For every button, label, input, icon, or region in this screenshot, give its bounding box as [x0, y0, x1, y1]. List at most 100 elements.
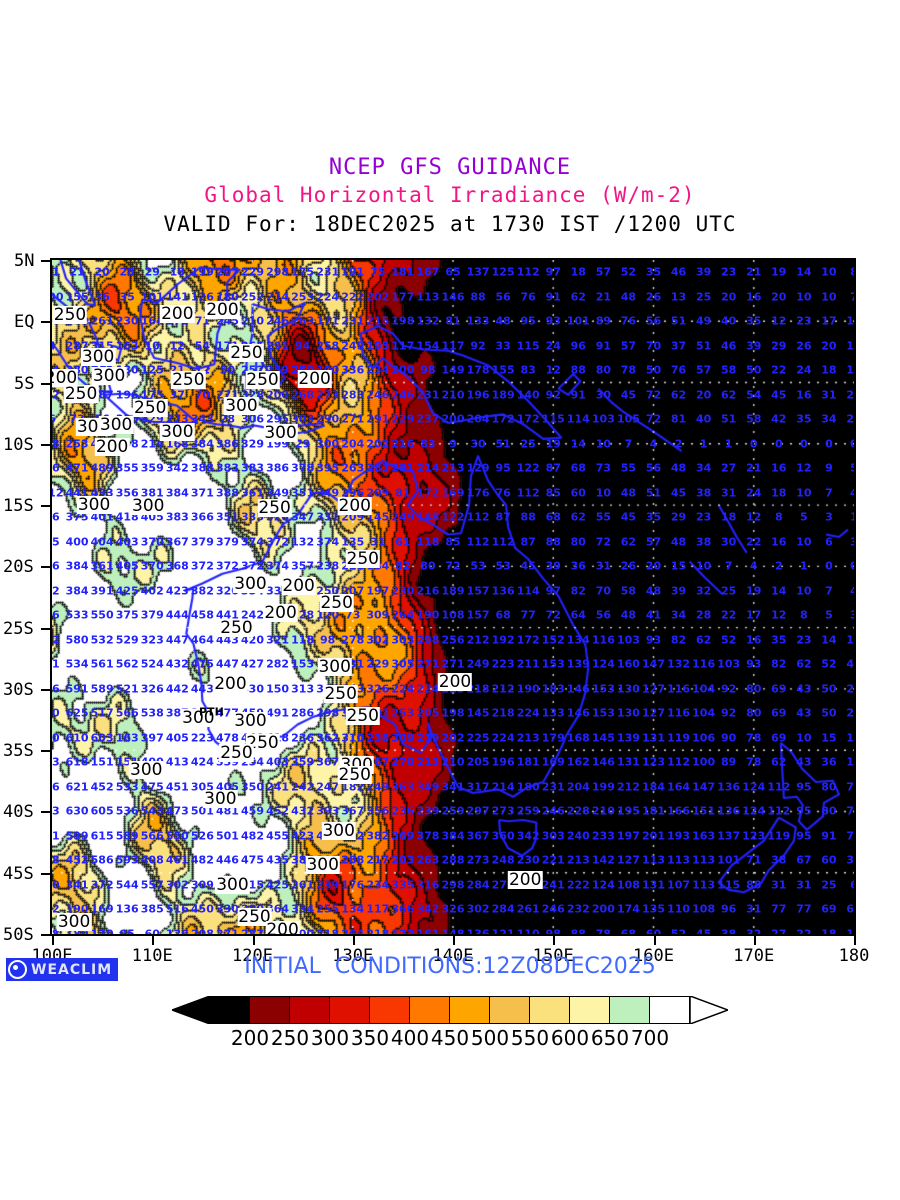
grid-value: 259: [441, 804, 465, 818]
grid-value: 253: [291, 290, 315, 304]
colorbar-tick-600: 600: [550, 1026, 590, 1050]
colorbar-tick-400: 400: [390, 1026, 430, 1050]
grid-value: 0: [749, 437, 758, 451]
grid-value: 224: [316, 290, 340, 304]
grid-value: 343: [190, 412, 214, 426]
grid-value: 591: [65, 682, 89, 696]
grid-value: 382: [366, 829, 390, 843]
grid-value: 10: [695, 559, 712, 573]
colorbar-strip[interactable]: [172, 996, 728, 1024]
grid-value: 259: [516, 804, 540, 818]
grid-value: 219: [416, 731, 440, 745]
grid-value: 76: [495, 486, 511, 500]
grid-value: 19: [746, 584, 762, 598]
grid-value: 255: [316, 902, 340, 916]
grid-value: 223: [190, 731, 214, 745]
grid-value: 197: [616, 829, 640, 843]
grid-value: 395: [316, 461, 340, 475]
grid-value: 28: [219, 412, 236, 426]
grid-value: 95: [119, 927, 135, 936]
grid-value: 56: [51, 461, 60, 475]
grid-value: 425: [115, 584, 139, 598]
grid-value: 62: [570, 510, 586, 524]
grid-value: 236: [291, 731, 315, 745]
grid-value: 127: [642, 682, 665, 696]
grid-value: 136: [466, 927, 490, 936]
weaclim-logo[interactable]: WEACLIM: [6, 958, 119, 981]
grid-value: 303: [291, 412, 315, 426]
grid-value: 164: [667, 780, 691, 794]
grid-value: 15: [670, 559, 687, 573]
colorbar-tick-700: 700: [630, 1026, 670, 1050]
grid-value: 148: [441, 927, 465, 936]
grid-value: 39: [695, 265, 712, 279]
grid-value: 193: [667, 829, 691, 843]
grid-value: 20: [771, 290, 787, 304]
grid-value: 372: [241, 559, 264, 573]
grid-value: 51: [645, 486, 662, 500]
grid-value: 201: [642, 829, 665, 843]
grid-value: 147: [642, 657, 665, 671]
grid-value: 93: [645, 633, 662, 647]
grid-value: 199: [591, 780, 615, 794]
lon-label-170E: 170E: [733, 946, 775, 966]
grid-value: 205: [416, 706, 440, 720]
contour-label: 300: [160, 421, 195, 442]
grid-value: 2: [674, 437, 683, 451]
grid-value: 136: [717, 804, 741, 818]
grid-value: 80: [746, 706, 762, 720]
grid-value: 81: [395, 486, 411, 500]
colorbar-cell-9: [569, 996, 610, 1024]
grid-value: 22: [771, 363, 787, 377]
grid-value: 115: [516, 339, 540, 353]
grid-value: 114: [516, 584, 540, 598]
grid-value: 284: [466, 878, 490, 892]
grid-value: 393: [316, 804, 340, 818]
grid-value: 91: [595, 339, 612, 353]
grid-value: 452: [266, 804, 290, 818]
contour-label: 200: [337, 496, 372, 517]
grid-value: 153: [591, 706, 615, 720]
colorbar-tick-300: 300: [310, 1026, 350, 1050]
grid-value: 383: [241, 461, 264, 475]
grid-value: 31: [370, 535, 386, 549]
grid-value: 68: [495, 608, 511, 622]
contour-label: 200: [205, 300, 240, 321]
colorbar-tick-550: 550: [510, 1026, 550, 1050]
grid-value: 357: [291, 559, 315, 573]
grid-value: 370: [140, 535, 164, 549]
grid-value: 18: [169, 265, 185, 279]
grid-value: 23: [721, 265, 737, 279]
grid-value: 10: [821, 265, 837, 279]
grid-value: 239: [416, 804, 440, 818]
grid-value: 17: [746, 608, 762, 622]
grid-value: 6: [52, 413, 56, 426]
grid-value: 213: [566, 853, 590, 867]
grid-value: 7: [825, 486, 833, 500]
grid-value: 106: [692, 731, 716, 745]
grid-value: 521: [115, 682, 139, 696]
grid-value: 93: [545, 314, 561, 328]
grid-value: 112: [516, 265, 540, 279]
grid-value: 29: [846, 682, 854, 696]
colorbar-over-arrow-icon: [690, 996, 728, 1024]
grid-value: 204: [466, 412, 490, 426]
grid-value: 35: [771, 633, 787, 647]
lat-tick: [41, 750, 50, 753]
grid-value: 180: [516, 780, 540, 794]
grid-value: 31: [821, 388, 837, 402]
grid-value: 25: [721, 584, 737, 598]
colorbar-cell-10: [609, 996, 650, 1024]
grid-value: 550: [165, 829, 189, 843]
grid-value: 10: [821, 290, 837, 304]
grid-value: 34: [695, 461, 712, 475]
grid-value: 0: [800, 437, 808, 451]
grid-value: 48: [620, 608, 637, 622]
grid-value: 87: [545, 461, 561, 475]
grid-value: 229: [241, 265, 264, 279]
grid-value: 349: [416, 780, 440, 794]
map-canvas-frame[interactable]: 1121202829181992072292981752311917518116…: [50, 258, 856, 936]
grid-value: 517: [90, 706, 114, 720]
grid-value: 268: [291, 388, 315, 402]
grid-value: 374: [241, 535, 264, 549]
